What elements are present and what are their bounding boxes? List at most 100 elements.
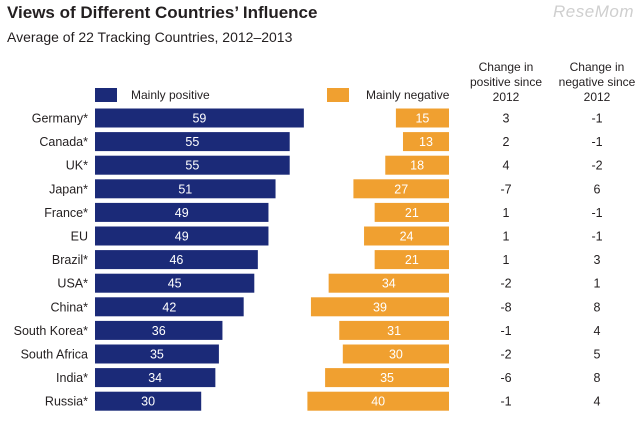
positive-change-value: -8 (500, 300, 511, 314)
positive-value-label: 45 (168, 277, 182, 291)
category-label: Canada* (39, 135, 88, 149)
positive-bar (95, 132, 290, 152)
category-label: Russia* (45, 395, 88, 409)
negative-change-value: -2 (591, 159, 602, 173)
negative-bar (395, 108, 449, 128)
positive-change-value: -1 (500, 324, 511, 338)
negative-value-label: 18 (410, 159, 424, 173)
category-label: Germany* (32, 112, 88, 126)
positive-change-value: -1 (500, 395, 511, 409)
positive-bar (95, 179, 276, 199)
positive-value-label: 34 (148, 371, 162, 385)
negative-change-value: -1 (591, 206, 602, 220)
negative-change-value: 6 (594, 182, 601, 196)
positive-bar (95, 391, 202, 411)
positive-change-value: 4 (503, 159, 510, 173)
negative-change-value: -1 (591, 112, 602, 126)
positive-value-label: 30 (141, 395, 155, 409)
positive-bar (95, 250, 258, 270)
positive-bar (95, 226, 269, 246)
positive-value-label: 42 (162, 300, 176, 314)
negative-value-label: 24 (400, 230, 414, 244)
positive-bar (95, 297, 244, 317)
positive-value-label: 49 (175, 230, 189, 244)
positive-bar (95, 108, 304, 128)
positive-change-value: -2 (500, 348, 511, 362)
negative-value-label: 39 (373, 300, 387, 314)
positive-bar (95, 320, 223, 340)
negative-bar (342, 344, 449, 364)
negative-change-value: 1 (594, 277, 601, 291)
positive-value-label: 36 (152, 324, 166, 338)
category-label: India* (56, 371, 88, 385)
negative-change-value: 8 (594, 300, 601, 314)
chart-subtitle: Average of 22 Tracking Countries, 2012–2… (7, 29, 293, 45)
positive-bar (95, 202, 269, 222)
negative-change-value: 4 (594, 395, 601, 409)
negative-bar (310, 297, 449, 317)
negative-bar (339, 320, 449, 340)
legend-negative-label: Mainly negative (366, 88, 450, 102)
negative-value-label: 15 (415, 112, 429, 126)
category-label: Japan* (49, 182, 88, 196)
negative-change-value: 4 (594, 324, 601, 338)
legend-positive-swatch (95, 88, 117, 102)
negative-bar (402, 132, 449, 152)
category-label: South Africa (21, 348, 88, 362)
positive-bar (95, 273, 255, 293)
positive-change-value: 3 (503, 112, 510, 126)
positive-change-value: -6 (500, 371, 511, 385)
negative-bar (307, 391, 449, 411)
positive-change-value: 1 (503, 206, 510, 220)
legend-negative-swatch (327, 88, 349, 102)
column-header-positive-change: Change in positive since 2012 (469, 60, 543, 104)
negative-bar (364, 226, 449, 246)
positive-bar (95, 368, 216, 388)
negative-bar (325, 368, 449, 388)
negative-value-label: 21 (405, 206, 419, 220)
negative-value-label: 31 (387, 324, 401, 338)
positive-value-label: 55 (185, 135, 199, 149)
negative-value-label: 13 (419, 135, 433, 149)
chart-title: Views of Different Countries’ Influence (7, 3, 318, 22)
positive-change-value: 2 (503, 135, 510, 149)
negative-value-label: 30 (389, 348, 403, 362)
negative-change-value: 8 (594, 371, 601, 385)
negative-change-value: 3 (594, 253, 601, 267)
category-label: UK* (66, 159, 88, 173)
category-label: South Korea* (14, 324, 88, 338)
positive-bar (95, 344, 219, 364)
negative-bar (353, 179, 449, 199)
positive-change-value: -7 (500, 182, 511, 196)
legend-positive-label: Mainly positive (131, 88, 210, 102)
negative-change-value: -1 (591, 135, 602, 149)
negative-bar (328, 273, 449, 293)
category-label: France* (44, 206, 88, 220)
positive-change-value: 1 (503, 253, 510, 267)
column-header-negative-change: Change in negative since 2012 (558, 60, 636, 104)
positive-value-label: 51 (178, 182, 192, 196)
positive-change-value: -2 (500, 277, 511, 291)
watermark-logo: ReseMom (553, 2, 634, 21)
positive-bar (95, 155, 290, 175)
negative-bar (374, 250, 449, 270)
category-label: USA* (57, 277, 88, 291)
negative-value-label: 21 (405, 253, 419, 267)
positive-value-label: 59 (192, 112, 206, 126)
positive-change-value: 1 (503, 230, 510, 244)
negative-change-value: -1 (591, 230, 602, 244)
negative-value-label: 40 (371, 395, 385, 409)
category-label: China* (50, 300, 88, 314)
negative-value-label: 34 (382, 277, 396, 291)
positive-value-label: 46 (169, 253, 183, 267)
negative-value-label: 27 (394, 182, 408, 196)
positive-value-label: 55 (185, 159, 199, 173)
category-label: Brazil* (52, 253, 88, 267)
positive-value-label: 49 (175, 206, 189, 220)
positive-value-label: 35 (150, 348, 164, 362)
negative-bar (385, 155, 449, 175)
category-label: EU (71, 230, 88, 244)
negative-value-label: 35 (380, 371, 394, 385)
negative-change-value: 5 (594, 348, 601, 362)
